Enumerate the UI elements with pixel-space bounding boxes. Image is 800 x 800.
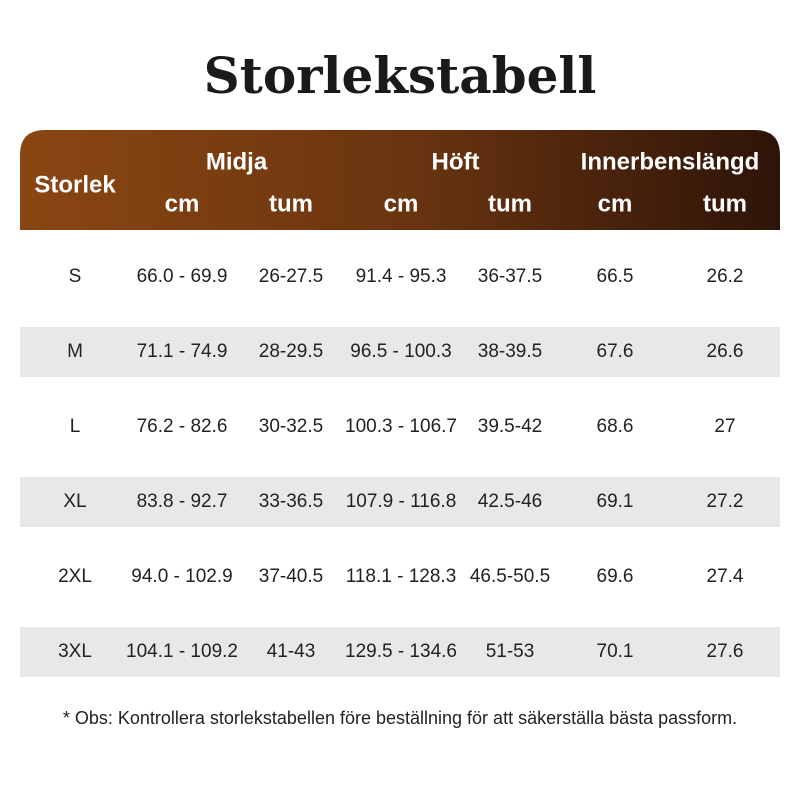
cell: 3XL xyxy=(58,641,92,662)
header-band xyxy=(20,130,780,230)
unit-header: tum xyxy=(269,190,313,217)
cell: 27.4 xyxy=(707,566,744,587)
footnote: * Obs: Kontrollera storlekstabellen före… xyxy=(62,708,738,728)
cell: 26.2 xyxy=(707,266,744,287)
cell: 30-32.5 xyxy=(259,416,323,437)
cell: 66.0 - 69.9 xyxy=(137,266,228,287)
cell: 76.2 - 82.6 xyxy=(137,416,228,437)
cell: M xyxy=(67,341,83,362)
cell: 91.4 - 95.3 xyxy=(356,266,447,287)
unit-header: cm xyxy=(598,190,633,217)
cell: 96.5 - 100.3 xyxy=(350,341,451,362)
cell: 83.8 - 92.7 xyxy=(137,491,228,512)
cell: 26-27.5 xyxy=(259,266,323,287)
row-band xyxy=(20,627,780,677)
cell: 104.1 - 109.2 xyxy=(126,641,238,662)
cell: 70.1 xyxy=(597,641,634,662)
cell: 27.6 xyxy=(707,641,744,662)
group-header: Midja xyxy=(206,148,268,175)
size-header: Storlek xyxy=(34,171,116,198)
cell: 67.6 xyxy=(597,341,634,362)
cell: 46.5-50.5 xyxy=(470,566,550,587)
cell: 27.2 xyxy=(707,491,744,512)
cell: 118.1 - 128.3 xyxy=(346,566,457,587)
cell: 33-36.5 xyxy=(259,491,323,512)
cell: 94.0 - 102.9 xyxy=(131,566,232,587)
cell: 36-37.5 xyxy=(478,266,542,287)
cell: 66.5 xyxy=(597,266,634,287)
cell: 28-29.5 xyxy=(259,341,323,362)
cell: 107.9 - 116.8 xyxy=(346,491,457,512)
title: Storlekstabell xyxy=(204,46,597,105)
cell: 37-40.5 xyxy=(259,566,323,587)
cell: 129.5 - 134.6 xyxy=(345,641,457,662)
unit-header: cm xyxy=(165,190,200,217)
cell: S xyxy=(69,266,82,287)
size-chart: Storlekstabell Storlek S 66.0 - 69.9 26-27… xyxy=(20,46,780,677)
cell: 68.6 xyxy=(597,416,634,437)
row-band xyxy=(20,477,780,527)
group-header: Innerbenslängd xyxy=(581,148,760,175)
cell: 38-39.5 xyxy=(478,341,542,362)
cell: 27 xyxy=(714,416,735,437)
table-body: S 66.0 - 69.9 26-27.5 91.4 - 95.3 36-37.5 66.… xyxy=(20,266,780,677)
cell: 26.6 xyxy=(707,341,744,362)
cell: 39.5-42 xyxy=(478,416,542,437)
cell: 2XL xyxy=(58,566,92,587)
cell: 71.1 - 74.9 xyxy=(137,341,228,362)
cell: 100.3 - 106.7 xyxy=(345,416,457,437)
cell: 41-43 xyxy=(267,641,316,662)
cell: 69.6 xyxy=(597,566,634,587)
cell: XL xyxy=(63,491,86,512)
unit-header: tum xyxy=(703,190,747,217)
cell: L xyxy=(70,416,81,437)
cell: 51-53 xyxy=(486,641,535,662)
cell: 69.1 xyxy=(597,491,634,512)
unit-header: tum xyxy=(488,190,532,217)
row-band xyxy=(20,327,780,377)
unit-header: cm xyxy=(384,190,419,217)
cell: 42.5-46 xyxy=(478,491,542,512)
group-header: Höft xyxy=(432,148,480,175)
